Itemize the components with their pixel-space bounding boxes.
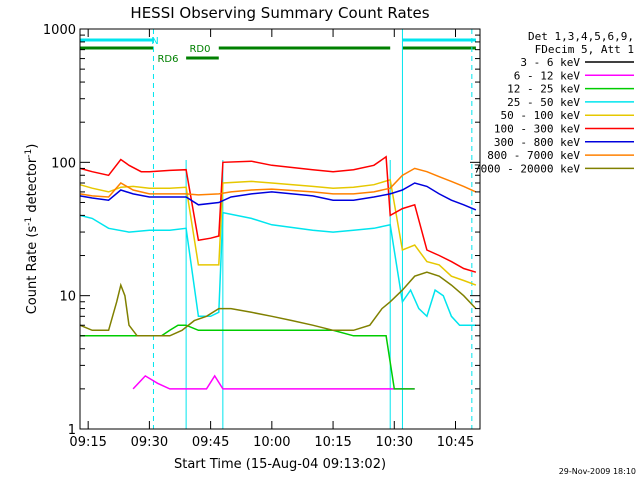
flag-rd0-label: RD0 [189, 44, 210, 55]
legend-header-line-1: Det 1,3,4,5,6,9, [528, 30, 634, 43]
legend-label-5: 100 - 300 keV [494, 123, 580, 136]
x-tick-label: 10:30 [376, 435, 413, 450]
legend-label-0: 3 - 6 keV [520, 56, 580, 69]
legend-label-3: 25 - 50 keV [507, 96, 580, 109]
x-tick-label: 10:15 [314, 435, 351, 450]
plot-frame [79, 28, 481, 430]
series-line-5 [79, 155, 477, 273]
series-line-8 [79, 271, 477, 337]
flag-rd6-label: RD6 [157, 54, 178, 65]
series-line-2 [80, 324, 415, 390]
legend-header-line-2: FDecim 5, Att 1 [535, 43, 634, 56]
legend: Det 1,3,4,5,6,9, FDecim 5, Att 1 3 - 6 k… [474, 30, 634, 175]
y-axis-label: Count Rate (s-1 detector-1) [24, 144, 40, 315]
series-line-4 [79, 178, 477, 286]
y-axis-label-exp1: -1 [24, 217, 34, 226]
legend-label-8: 7000 - 20000 keV [474, 162, 580, 175]
x-tick-label: 09:45 [192, 435, 229, 450]
footer-timestamp: 29-Nov-2009 18:10 [559, 467, 636, 476]
series-line-6 [79, 182, 477, 211]
y-axis-label-text: Count Rate (s [25, 226, 40, 315]
y-axis-label-unit: detector [25, 157, 40, 217]
x-tick-label: 09:30 [131, 435, 168, 450]
legend-label-6: 300 - 800 keV [494, 136, 580, 149]
x-tick-label: 10:00 [253, 435, 290, 450]
series-line-3 [79, 211, 476, 326]
flag-n-label: N [151, 36, 158, 47]
y-tick-label: 10 [59, 290, 76, 305]
series-line-1 [132, 374, 415, 390]
x-tick-label: 10:45 [437, 435, 474, 450]
series-layer [79, 155, 477, 390]
x-axis-label: Start Time (15-Aug-04 09:13:02) [174, 457, 386, 472]
y-axis-label-close: ) [25, 144, 40, 149]
flags-layer: N RD0 RD6 [80, 36, 476, 65]
night-saa-lines [79, 29, 473, 429]
y-tick-label: 1000 [43, 23, 76, 38]
x-tick-label: 09:15 [69, 435, 106, 450]
y-axis-label-exp2: -1 [24, 149, 34, 158]
legend-label-7: 800 - 7000 keV [487, 149, 580, 162]
chart-title: HESSI Observing Summary Count Rates [130, 4, 429, 22]
legend-label-1: 6 - 12 keV [514, 69, 581, 82]
y-tick-label: 1 [68, 423, 76, 438]
legend-label-2: 12 - 25 keV [507, 83, 580, 96]
legend-label-4: 50 - 100 keV [501, 109, 581, 122]
series-line-7 [79, 167, 477, 198]
y-tick-label: 100 [51, 156, 76, 171]
ticks-layer: 09:15 09:30 09:45 10:00 10:15 10:30 10:45 1 10 10… [43, 23, 480, 450]
